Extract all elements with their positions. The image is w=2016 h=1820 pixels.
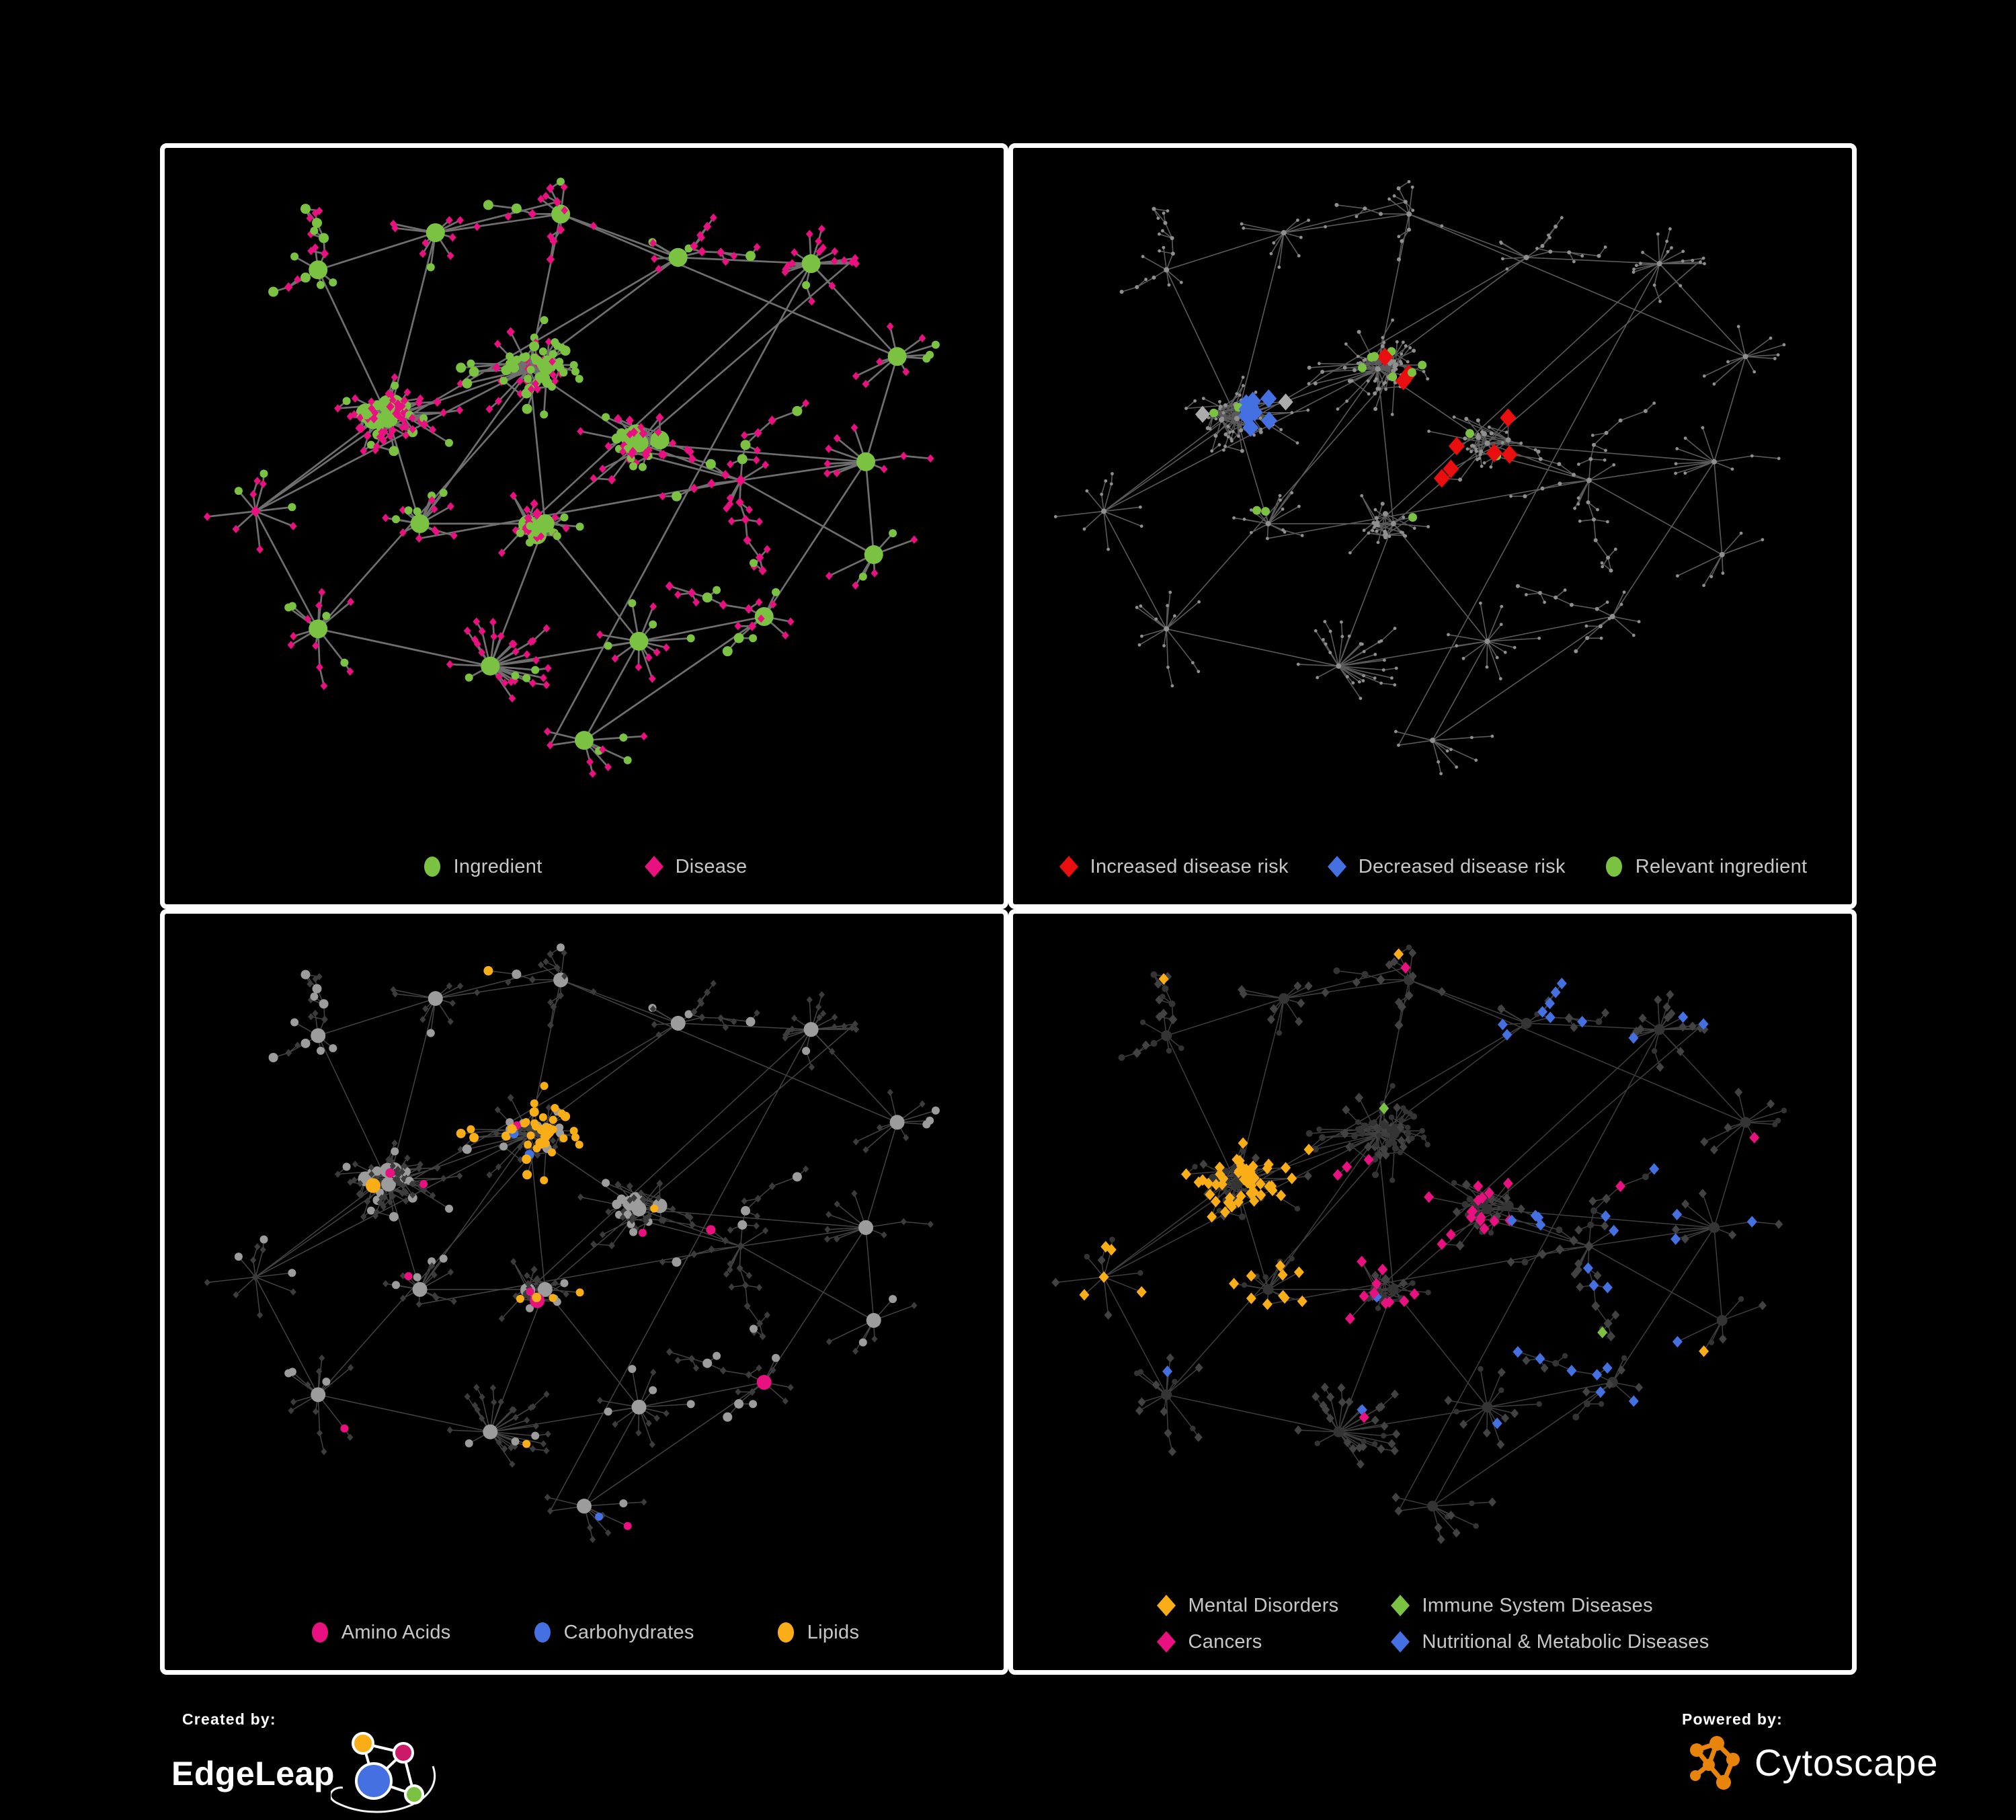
- legend-item-mental-disorders: Mental Disorders: [1156, 1593, 1338, 1618]
- edgeleap-node-green: [403, 1784, 424, 1805]
- network-graph-nutrient-classes: [204, 943, 940, 1544]
- legend-item-decreased-disease-risk: Decreased disease risk: [1326, 855, 1566, 879]
- cytoscape-wordmark: Cytoscape: [1755, 1741, 1939, 1784]
- legend-item-ingredient: Ingredient: [421, 855, 542, 879]
- amino-acids-ellipse-marker-icon: [311, 1622, 328, 1643]
- legend-item-relevant-ingredient: Relevant ingredient: [1603, 855, 1808, 879]
- legend-item-increased-disease-risk: Increased disease risk: [1058, 855, 1289, 879]
- nutritional-metabolic-diseases-diamond-marker-icon: [1391, 1631, 1410, 1653]
- network-graph-disease-risk: [1053, 180, 1786, 776]
- lipids-ellipse-marker-icon: [777, 1622, 794, 1643]
- cytoscape-network-icon: [1690, 1736, 1740, 1790]
- legend-item-nutritional-metabolic-diseases: Nutritional & Metabolic Diseases: [1389, 1630, 1709, 1654]
- legend-disease-categories: Mental Disorders Immune System Diseases Ca…: [1013, 1593, 1852, 1654]
- edgeleap-node-magenta: [392, 1742, 414, 1764]
- edgeleap-node-orange: [351, 1732, 374, 1755]
- legend-ingredients-diseases: Ingredient Disease: [165, 855, 1004, 879]
- panel-nutrient-classes: Amino Acids Carbohydrates Lipids: [160, 909, 1008, 1675]
- panel-grid: Ingredient Disease Increased disease risk…: [160, 143, 1857, 1675]
- edgeleap-node-blue: [354, 1762, 393, 1800]
- legend-item-disease: Disease: [643, 855, 748, 879]
- powered-by-label: Powered by:: [1682, 1710, 1783, 1728]
- edgeleap-wordmark: EdgeLeap: [171, 1755, 335, 1792]
- panel-ingredients-diseases: Ingredient Disease: [160, 143, 1008, 909]
- legend-label: Carbohydrates: [563, 1621, 694, 1643]
- edgeleap-logo: EdgeLeap: [171, 1729, 448, 1819]
- legend-item-amino-acids: Amino Acids: [309, 1620, 451, 1645]
- legend-item-carbohydrates: Carbohydrates: [532, 1620, 694, 1645]
- cytoscape-credit: Powered by: Cytoscape: [1682, 1710, 1939, 1794]
- edgeleap-credit: Created by: EdgeLeap: [171, 1710, 448, 1819]
- network-graph-disease-categories: [1051, 945, 1787, 1544]
- mental-disorders-diamond-marker-icon: [1157, 1595, 1176, 1616]
- legend-label: Relevant ingredient: [1635, 855, 1808, 877]
- edgeleap-network-icon: [330, 1732, 436, 1813]
- panel-disease-risk: Increased disease risk Decreased disease …: [1008, 143, 1857, 909]
- cancers-diamond-marker-icon: [1157, 1631, 1176, 1653]
- legend-label: Amino Acids: [341, 1621, 451, 1643]
- legend-label: Decreased disease risk: [1358, 855, 1566, 877]
- legend-item-lipids: Lipids: [775, 1620, 860, 1645]
- created-by-label: Created by:: [182, 1710, 276, 1728]
- legend-item-immune-system-diseases: Immune System Diseases: [1389, 1593, 1709, 1618]
- panel-disease-categories: Mental Disorders Immune System Diseases Ca…: [1008, 909, 1857, 1675]
- legend-label: Immune System Diseases: [1422, 1594, 1653, 1616]
- network-graph-ingredients-diseases: [203, 177, 940, 778]
- legend-label: Nutritional & Metabolic Diseases: [1422, 1630, 1709, 1653]
- legend-label: Mental Disorders: [1188, 1594, 1339, 1616]
- legend-label: Increased disease risk: [1090, 855, 1289, 877]
- legend-label: Lipids: [807, 1621, 860, 1643]
- cytoscape-logo: Cytoscape: [1682, 1730, 1939, 1794]
- legend-label: Cancers: [1188, 1630, 1262, 1653]
- ingredient-ellipse-marker-icon: [424, 857, 440, 877]
- disease-diamond-marker-icon: [644, 856, 663, 877]
- relevant-ingredient-ellipse-marker-icon: [1605, 857, 1622, 877]
- immune-system-diseases-diamond-marker-icon: [1391, 1595, 1410, 1616]
- decreased-disease-risk-diamond-marker-icon: [1327, 856, 1346, 877]
- carbohydrates-ellipse-marker-icon: [534, 1622, 551, 1643]
- legend-item-cancers: Cancers: [1156, 1630, 1338, 1654]
- increased-disease-risk-diamond-marker-icon: [1059, 856, 1078, 877]
- legend-nutrient-classes: Amino Acids Carbohydrates Lipids: [165, 1620, 1004, 1645]
- legend-disease-risk: Increased disease risk Decreased disease …: [1013, 855, 1852, 879]
- legend-label: Disease: [675, 855, 748, 877]
- legend-label: Ingredient: [453, 855, 542, 877]
